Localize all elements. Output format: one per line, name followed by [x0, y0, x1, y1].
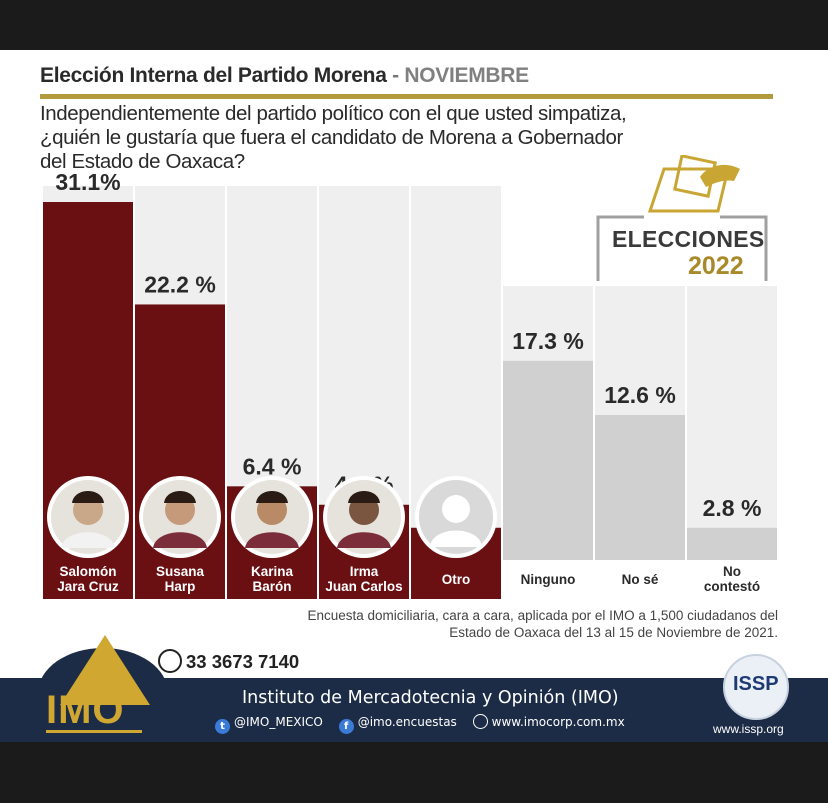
candidate-hair: [256, 491, 288, 503]
issp-logo: [723, 654, 789, 720]
category-label: Jara Cruz: [57, 579, 119, 594]
person-head: [442, 495, 470, 523]
twitter-link[interactable]: t @IMO_MEXICO: [215, 715, 323, 734]
website-link[interactable]: www.imocorp.com.mx: [472, 714, 625, 729]
category-label: Otro: [442, 572, 471, 587]
category-label: No sé: [622, 572, 659, 587]
phone-number[interactable]: 33 3673 7140: [186, 651, 300, 672]
category-band: [135, 560, 225, 599]
category-band: [319, 560, 409, 599]
candidate-hair: [72, 491, 104, 503]
candidate-hair: [348, 491, 380, 503]
imo-logo-underline: [46, 730, 142, 733]
bar: [503, 360, 593, 560]
issp-logo-text: ISSP: [733, 673, 779, 695]
imo-logo: IMO: [46, 688, 125, 732]
value-label: 12.6 %: [604, 382, 676, 408]
category-band: [595, 560, 685, 599]
category-band: [503, 560, 593, 599]
value-label: 31.1%: [55, 169, 120, 195]
category-label: No: [723, 564, 741, 579]
category-label: Harp: [165, 579, 196, 594]
ballot-box-icon: [596, 215, 768, 281]
page-title: Elección Interna del Partido Morena - NO…: [40, 64, 529, 88]
question-line: Independientemente del partido político …: [40, 102, 627, 125]
bar-track: [687, 286, 777, 560]
title-separator: -: [386, 64, 405, 87]
category-band: [411, 560, 501, 599]
category-label: Juan Carlos: [325, 579, 402, 594]
institute-name: Instituto de Mercadotecnia y Opinión (IM…: [242, 688, 619, 708]
social-links: t @IMO_MEXICO f @imo.encuestas www.imocorp…: [215, 714, 637, 734]
elections-year: 2022: [688, 252, 744, 280]
note-line: Encuesta domiciliaria, cara a cara, apli…: [307, 608, 778, 623]
candidate-clothing: [337, 532, 391, 548]
title-divider: [40, 94, 773, 99]
survey-note: Encuesta domiciliaria, cara a cara, apli…: [250, 607, 778, 641]
category-label: Ninguno: [521, 572, 576, 587]
question-line: ¿quién le gustaría que fuera el candidat…: [40, 126, 623, 149]
candidate-clothing: [61, 532, 115, 548]
phone-icon: [158, 649, 182, 673]
value-label: 2.8 %: [703, 495, 762, 521]
survey-question: Independientemente del partido político …: [40, 102, 680, 174]
category-label: Irma: [350, 564, 379, 579]
infographic-card: Elección Interna del Partido Morena - NO…: [0, 50, 828, 742]
ballot-hand-icon: [648, 155, 740, 213]
value-label: 17.3 %: [512, 328, 584, 354]
elections-word: ELECCIONES: [612, 226, 765, 252]
category-band: [687, 560, 777, 599]
issp-url[interactable]: www.issp.org: [713, 722, 784, 736]
category-label: Karina: [251, 564, 294, 579]
category-label: Susana: [156, 564, 205, 579]
title-main: Elección Interna del Partido Morena: [40, 64, 387, 87]
facebook-icon: f: [338, 719, 354, 734]
question-line: del Estado de Oaxaca?: [40, 150, 245, 173]
title-month: NOVIEMBRE: [404, 64, 529, 87]
category-band: [227, 560, 317, 599]
category-label: Salomón: [59, 564, 116, 579]
bar: [687, 527, 777, 560]
category-label: Barón: [252, 579, 291, 594]
twitter-icon: t: [215, 719, 230, 734]
category-band: [43, 560, 133, 599]
bar: [595, 414, 685, 560]
category-label: contestó: [704, 579, 760, 594]
value-label: 6.4 %: [243, 453, 302, 479]
note-line: Estado de Oaxaca del 13 al 15 de Noviemb…: [449, 625, 778, 640]
person-body: [430, 530, 482, 547]
value-label: 22.2 %: [144, 271, 216, 297]
candidate-clothing: [245, 532, 299, 548]
imo-logo-triangle: [60, 635, 150, 705]
globe-icon: [472, 714, 488, 729]
candidate-hair: [164, 491, 196, 503]
facebook-link[interactable]: f @imo.encuestas: [338, 715, 457, 734]
candidate-clothing: [153, 532, 207, 548]
